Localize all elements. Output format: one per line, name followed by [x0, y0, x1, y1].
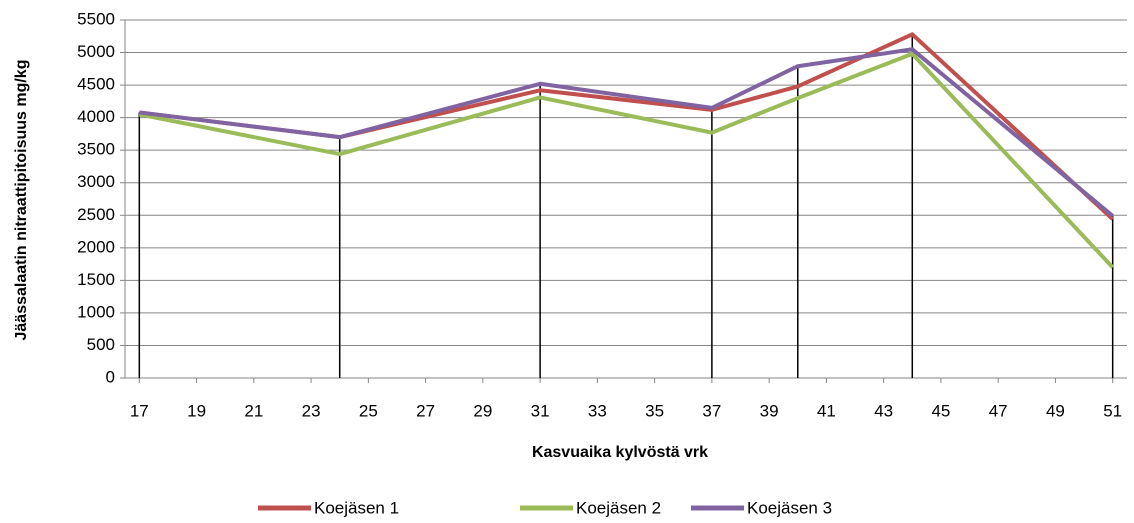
legend-label: Koejäsen 3	[747, 498, 832, 517]
x-tick-label: 47	[989, 401, 1008, 420]
x-tick-label: 31	[531, 401, 550, 420]
y-tick-label: 0	[106, 367, 115, 386]
x-axis-title: Kasvuaika kylvöstä vrk	[532, 444, 708, 461]
y-axis-title: Jäässalaatin nitraattipitoisuus mg/kg	[13, 60, 30, 341]
legend-label: Koejäsen 2	[576, 498, 661, 517]
legend-label: Koejäsen 1	[314, 498, 399, 517]
x-tick-label: 19	[187, 401, 206, 420]
x-tick-label: 35	[645, 401, 664, 420]
x-tick-label: 41	[817, 401, 836, 420]
x-tick-label: 43	[874, 401, 893, 420]
series-line	[139, 47, 1114, 218]
y-tick-label: 2000	[77, 237, 115, 256]
x-tick-label: 27	[416, 401, 435, 420]
x-tick-label: 17	[130, 401, 149, 420]
series-line	[139, 32, 1115, 221]
series-line	[138, 51, 1115, 269]
y-tick-label: 1000	[77, 302, 115, 321]
x-tick-label: 45	[931, 401, 950, 420]
y-tick-label: 3000	[77, 172, 115, 191]
y-tick-label: 5000	[77, 42, 115, 61]
y-tick-label: 2500	[77, 205, 115, 224]
y-tick-label: 5500	[77, 9, 115, 28]
x-tick-label: 39	[760, 401, 779, 420]
x-tick-label: 23	[302, 401, 321, 420]
y-tick-label: 1500	[77, 270, 115, 289]
x-tick-label: 25	[359, 401, 378, 420]
y-tick-label: 500	[87, 335, 115, 354]
y-tick-label: 3500	[77, 140, 115, 159]
y-tick-label: 4000	[77, 107, 115, 126]
x-tick-label: 33	[588, 401, 607, 420]
x-tick-label: 49	[1046, 401, 1065, 420]
x-tick-label: 21	[244, 401, 263, 420]
x-tick-label: 51	[1103, 401, 1122, 420]
y-tick-label: 4500	[77, 75, 115, 94]
x-tick-label: 37	[702, 401, 721, 420]
x-tick-label: 29	[473, 401, 492, 420]
